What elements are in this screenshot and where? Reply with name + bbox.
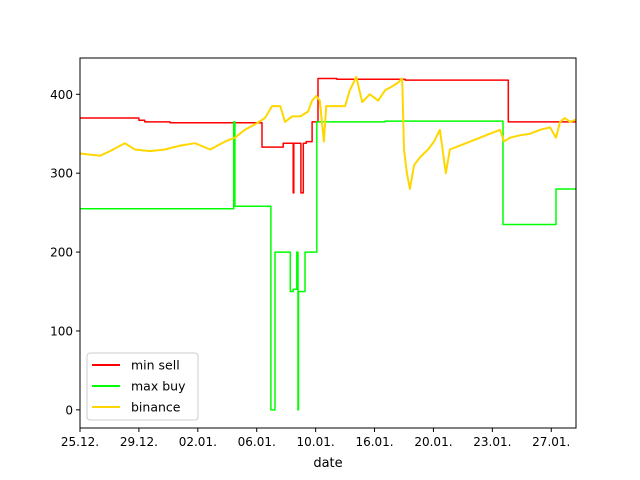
y-tick-label: 100 (50, 324, 73, 338)
legend-label: binance (131, 400, 181, 415)
y-axis: 0 100 200 300 400 (50, 88, 80, 417)
x-tick-label: 20.01. (414, 435, 452, 449)
x-tick-label: 29.12. (120, 435, 158, 449)
x-tick-label: 02.01. (179, 435, 217, 449)
series-line-binance (79, 75, 577, 190)
x-tick-label: 06.01. (238, 435, 276, 449)
series-lines (79, 75, 577, 411)
series-line-max-buy (80, 120, 576, 411)
legend-box (86, 352, 199, 421)
legend: min sell max buy binance (86, 352, 199, 421)
y-tick-label: 0 (65, 403, 73, 417)
x-tick-label: 23.01. (473, 435, 511, 449)
x-axis: 25.12. 29.12. 02.01. 06.01. 10.01. 16.01. 20.0… (61, 428, 570, 449)
plot-frame (79, 57, 577, 429)
x-tick-label: 16.01. (355, 435, 393, 449)
legend-label: max buy (131, 379, 186, 394)
x-tick-label: 10.01. (297, 435, 335, 449)
y-tick-label: 400 (50, 88, 73, 102)
x-axis-label: date (313, 456, 342, 471)
series-line-min-sell (80, 77, 576, 194)
x-tick-label: 27.01. (532, 435, 570, 449)
y-tick-label: 300 (50, 167, 73, 181)
legend-label: min sell (131, 358, 180, 373)
x-tick-label: 25.12. (61, 435, 99, 449)
y-tick-label: 200 (50, 246, 73, 260)
